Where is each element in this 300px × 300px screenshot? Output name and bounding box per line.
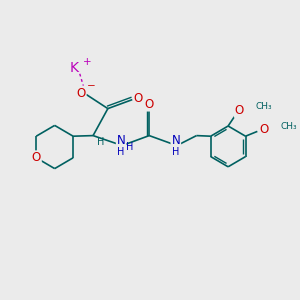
Text: K: K	[70, 61, 79, 75]
Text: O: O	[145, 98, 154, 111]
Text: −: −	[87, 81, 96, 91]
Text: O: O	[76, 86, 86, 100]
Text: N: N	[171, 134, 180, 148]
Text: H: H	[97, 137, 104, 147]
Text: O: O	[235, 104, 244, 117]
Text: H: H	[172, 147, 179, 157]
Text: +: +	[82, 57, 91, 67]
Text: O: O	[32, 151, 41, 164]
Text: CH₃: CH₃	[280, 122, 297, 131]
Text: N: N	[117, 134, 125, 148]
Text: H: H	[118, 147, 125, 157]
Text: CH₃: CH₃	[256, 102, 272, 111]
Text: H: H	[126, 142, 133, 152]
Text: O: O	[259, 123, 268, 136]
Text: O: O	[134, 92, 143, 105]
